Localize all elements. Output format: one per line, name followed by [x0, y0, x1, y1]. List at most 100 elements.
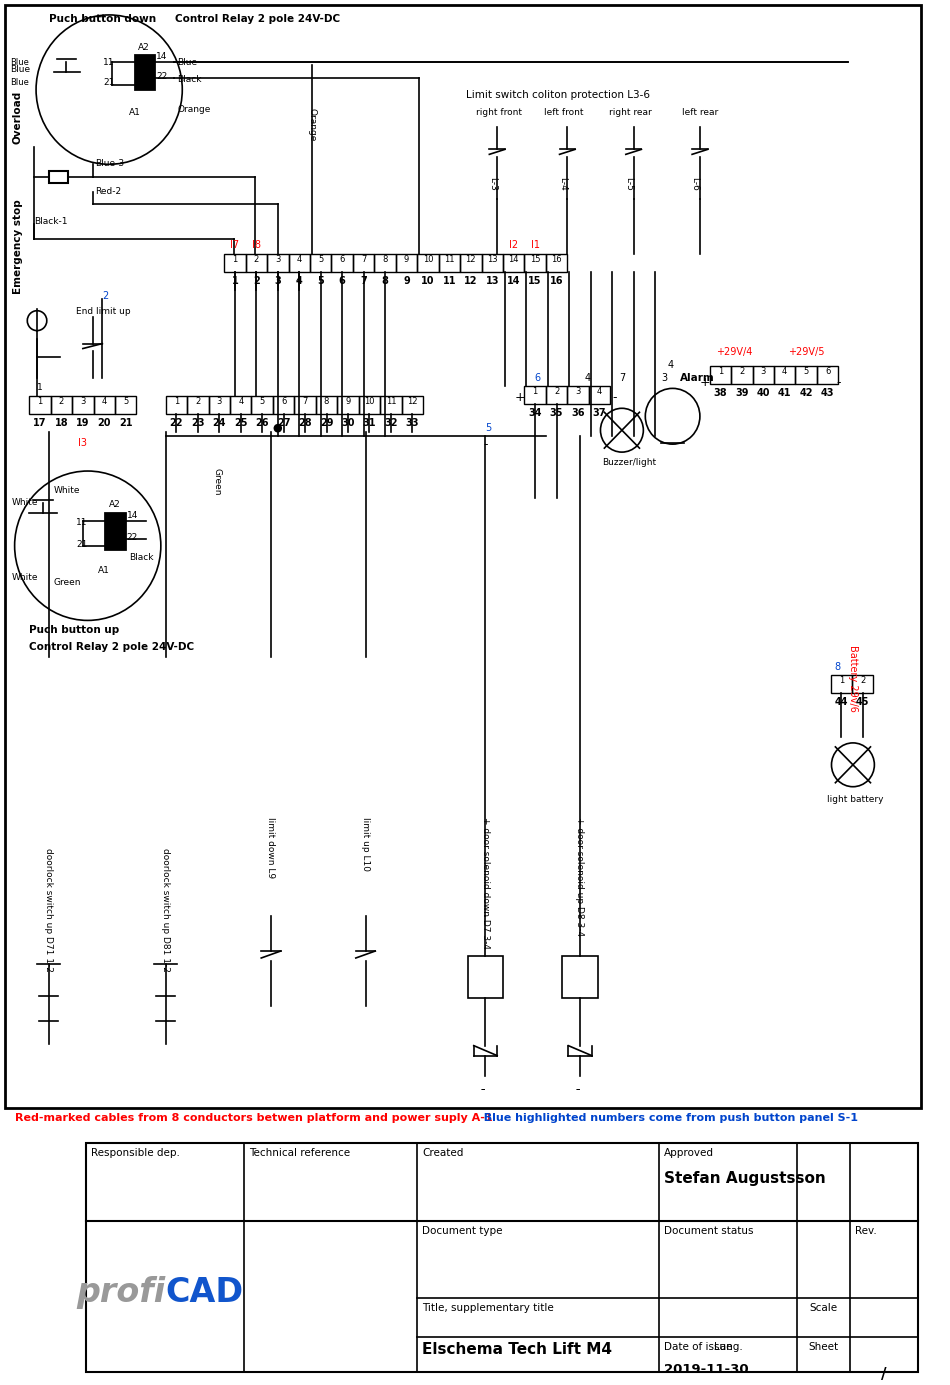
Bar: [852, 674, 873, 692]
Text: 1: 1: [533, 388, 538, 396]
Text: 17: 17: [33, 418, 47, 428]
Text: 9: 9: [346, 397, 351, 406]
Text: +: +: [515, 392, 525, 404]
Bar: [273, 396, 294, 414]
Text: 1: 1: [233, 255, 238, 265]
Text: 16: 16: [550, 276, 563, 285]
Text: 8: 8: [382, 276, 389, 285]
Text: Black: Black: [128, 553, 153, 562]
Text: Title, supplementary title: Title, supplementary title: [422, 1302, 554, 1313]
Text: 4: 4: [597, 388, 602, 396]
Text: 42: 42: [799, 388, 813, 399]
Bar: [774, 367, 795, 385]
Bar: [48, 172, 68, 183]
Text: 6: 6: [825, 367, 830, 377]
Text: 5: 5: [124, 397, 128, 406]
Text: 41: 41: [778, 388, 791, 399]
Text: 31: 31: [363, 418, 376, 428]
Text: limit up L10: limit up L10: [361, 817, 370, 871]
Text: -: -: [575, 1083, 580, 1097]
Bar: [546, 386, 567, 404]
Text: 13: 13: [487, 255, 498, 265]
Bar: [337, 396, 359, 414]
Text: Responsible dep.: Responsible dep.: [90, 1148, 180, 1158]
Bar: [294, 396, 315, 414]
Text: 6: 6: [339, 255, 345, 265]
Bar: [562, 956, 598, 997]
Text: 8: 8: [834, 662, 841, 672]
Text: L-3: L-3: [487, 177, 497, 191]
Bar: [115, 396, 137, 414]
Bar: [589, 386, 610, 404]
Text: A1: A1: [128, 108, 141, 116]
Text: 9: 9: [403, 276, 409, 285]
Text: left front: left front: [544, 108, 583, 116]
Text: 1: 1: [839, 676, 844, 686]
Text: Control Relay 2 pole 24V-DC: Control Relay 2 pole 24V-DC: [29, 643, 195, 652]
Text: 30: 30: [341, 418, 354, 428]
Text: 43: 43: [821, 388, 834, 399]
Text: + door solenoid down D7 3-4: + door solenoid down D7 3-4: [481, 817, 490, 949]
Text: 39: 39: [735, 388, 749, 399]
Text: +29V/5: +29V/5: [788, 346, 825, 356]
Text: 11: 11: [443, 276, 456, 285]
Bar: [503, 253, 524, 271]
Text: 5: 5: [804, 367, 808, 377]
Text: Blue: Blue: [178, 58, 198, 66]
Text: 11: 11: [104, 58, 115, 66]
Text: 6: 6: [281, 397, 286, 406]
Text: Alarm: Alarm: [680, 374, 715, 384]
Text: 8: 8: [382, 255, 388, 265]
Text: Blue highlighted numbers come from push button panel S-1: Blue highlighted numbers come from push …: [476, 1114, 858, 1123]
Text: 8: 8: [324, 397, 330, 406]
Text: 29: 29: [320, 418, 333, 428]
Text: White: White: [11, 499, 38, 507]
Text: Elschema Tech Lift M4: Elschema Tech Lift M4: [422, 1342, 612, 1357]
Text: 4: 4: [295, 276, 303, 285]
Text: 9: 9: [404, 255, 409, 265]
Text: 15: 15: [530, 255, 541, 265]
Text: Blue-3: Blue-3: [96, 159, 124, 169]
Text: 4: 4: [296, 255, 302, 265]
Text: Stefan Augustsson: Stefan Augustsson: [664, 1172, 826, 1186]
Text: White: White: [53, 486, 80, 494]
Text: A2: A2: [109, 500, 121, 508]
Text: Orange: Orange: [308, 108, 316, 141]
Text: Document type: Document type: [422, 1226, 503, 1235]
Text: 4: 4: [585, 374, 591, 384]
Text: CAD: CAD: [165, 1276, 244, 1309]
Text: Puch button up: Puch button up: [29, 626, 120, 636]
Bar: [417, 253, 439, 271]
Bar: [72, 396, 94, 414]
Text: Document status: Document status: [664, 1226, 753, 1235]
Text: 5: 5: [318, 255, 323, 265]
Text: I1: I1: [531, 240, 540, 251]
Text: Green: Green: [213, 468, 222, 496]
Text: 22: 22: [126, 533, 138, 542]
Text: I8: I8: [252, 240, 261, 251]
Text: Technical reference: Technical reference: [249, 1148, 350, 1158]
Text: 44: 44: [834, 697, 848, 708]
Text: 12: 12: [408, 397, 418, 406]
Text: 33: 33: [406, 418, 419, 428]
Text: 2: 2: [59, 397, 64, 406]
Text: End limit up: End limit up: [76, 306, 131, 316]
Text: Approved: Approved: [664, 1148, 713, 1158]
Text: 28: 28: [298, 418, 312, 428]
Text: 40: 40: [756, 388, 770, 399]
Text: profi: profi: [76, 1276, 165, 1309]
Text: 36: 36: [571, 409, 585, 418]
Text: right front: right front: [476, 108, 522, 116]
Bar: [524, 386, 546, 404]
Bar: [105, 512, 124, 548]
Text: + door solenoid up D8 3-4: + door solenoid up D8 3-4: [576, 817, 584, 936]
Text: Blue: Blue: [10, 65, 29, 73]
Text: 5: 5: [259, 397, 265, 406]
Bar: [135, 55, 154, 89]
Text: 3: 3: [80, 397, 86, 406]
Bar: [732, 367, 752, 385]
Bar: [752, 367, 774, 385]
Text: Red-marked cables from 8 conductors betwen platform and power suply A-1: Red-marked cables from 8 conductors betw…: [14, 1114, 492, 1123]
Text: 35: 35: [550, 409, 563, 418]
Text: 3: 3: [276, 255, 280, 265]
